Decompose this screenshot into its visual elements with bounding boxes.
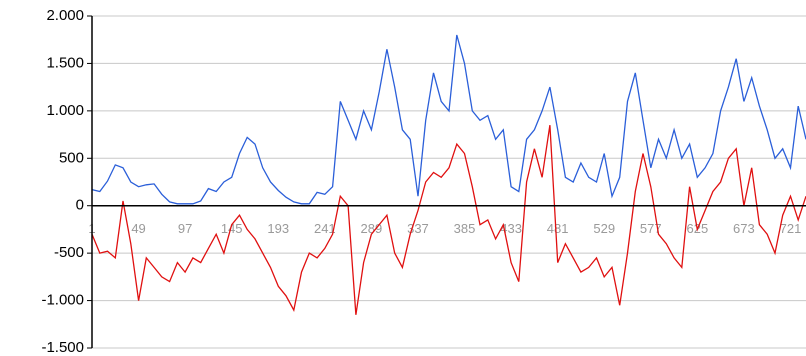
x-tick-label: 721 <box>780 221 802 236</box>
series-line <box>91 125 806 315</box>
x-tick-label: 49 <box>131 221 145 236</box>
x-tick-label: 193 <box>267 221 289 236</box>
x-tick-label: 529 <box>593 221 615 236</box>
x-tick-label: 337 <box>407 221 429 236</box>
y-tick-label: 2.000 <box>46 7 84 24</box>
y-tick-label: -1.000 <box>41 292 84 309</box>
y-tick-label: 1.000 <box>46 102 84 119</box>
y-tick-label: 500 <box>59 149 84 166</box>
x-tick-label: 241 <box>314 221 336 236</box>
x-tick-label: 577 <box>640 221 662 236</box>
x-tick-label: 481 <box>547 221 569 236</box>
x-tick-label: 145 <box>221 221 243 236</box>
y-tick-label: -1.500 <box>41 339 84 356</box>
y-tick-label: 0 <box>76 197 84 214</box>
x-tick-label: 673 <box>733 221 755 236</box>
x-tick-label: 433 <box>500 221 522 236</box>
x-tick-label: 97 <box>178 221 192 236</box>
x-tick-label: 385 <box>454 221 476 236</box>
y-tick-label: -500 <box>54 244 84 261</box>
x-tick-label: 289 <box>361 221 383 236</box>
y-tick-label: 1.500 <box>46 54 84 71</box>
series-line <box>91 34 806 205</box>
